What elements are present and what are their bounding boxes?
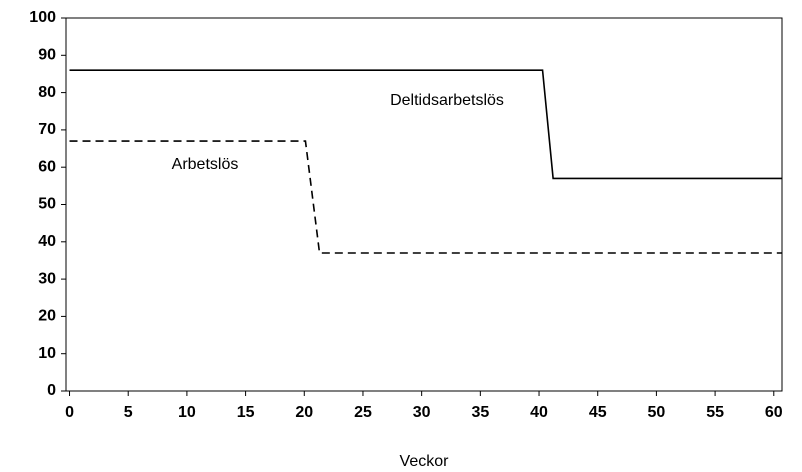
x-axis-title: Veckor bbox=[400, 453, 450, 470]
y-tick-label: 80 bbox=[38, 84, 56, 101]
x-tick-label: 20 bbox=[295, 404, 313, 421]
series-label: Deltidsarbetslös bbox=[390, 92, 504, 109]
y-tick-label: 100 bbox=[29, 9, 56, 26]
x-tick-label: 0 bbox=[65, 404, 74, 421]
y-tick-label: 0 bbox=[47, 382, 56, 399]
y-tick-label: 50 bbox=[38, 196, 56, 213]
x-tick-label: 60 bbox=[765, 404, 783, 421]
x-tick-label: 5 bbox=[124, 404, 133, 421]
x-tick-label: 50 bbox=[648, 404, 666, 421]
x-tick-label: 35 bbox=[471, 404, 489, 421]
y-tick-label: 40 bbox=[38, 233, 56, 250]
y-tick-label: 70 bbox=[38, 121, 56, 138]
y-tick-label: 20 bbox=[38, 308, 56, 325]
plot-frame bbox=[65, 17, 783, 392]
x-tick-label: 40 bbox=[530, 404, 548, 421]
y-tick-label: 90 bbox=[38, 47, 56, 64]
series-line bbox=[69, 69, 782, 180]
x-tick-label: 25 bbox=[354, 404, 372, 421]
x-tick-label: 30 bbox=[413, 404, 431, 421]
series-label: Arbetslös bbox=[172, 156, 239, 173]
x-tick-label: 15 bbox=[237, 404, 255, 421]
x-tick-label: 55 bbox=[706, 404, 724, 421]
series-line bbox=[69, 140, 782, 254]
y-tick-label: 30 bbox=[38, 270, 56, 287]
x-tick-label: 10 bbox=[178, 404, 196, 421]
x-tick-label: 45 bbox=[589, 404, 607, 421]
y-tick-label: 60 bbox=[38, 158, 56, 175]
y-tick-label: 10 bbox=[38, 345, 56, 362]
